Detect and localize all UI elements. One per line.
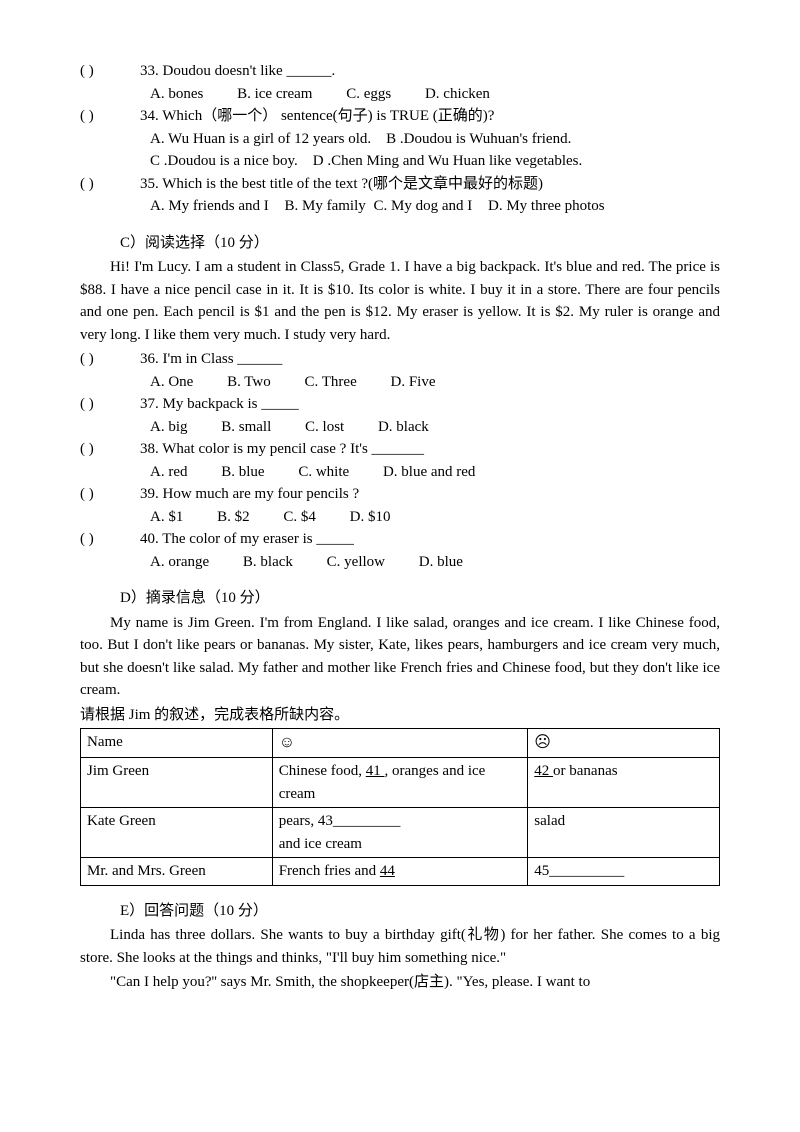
question-36: ( )36. I'm in Class ______	[80, 348, 720, 371]
q34-opt-c[interactable]: C .Doudou is a nice boy.	[150, 153, 298, 169]
q36-opt-b[interactable]: B. Two	[227, 374, 271, 390]
section-c-title: C）阅读选择（10 分）	[80, 232, 720, 255]
q34-options-line1: A. Wu Huan is a girl of 12 years old. B …	[80, 128, 720, 151]
answer-blank-38[interactable]: ( )	[80, 438, 140, 461]
q33-opt-d[interactable]: D. chicken	[425, 86, 490, 102]
q40-opt-a[interactable]: A. orange	[150, 554, 209, 570]
question-40: ( )40. The color of my eraser is _____	[80, 528, 720, 551]
section-d-instruction: 请根据 Jim 的叙述，完成表格所缺内容。	[80, 704, 720, 727]
q35-opt-b[interactable]: B. My family	[284, 198, 365, 214]
q35-options: A. My friends and I B. My family C. My d…	[80, 195, 720, 218]
q38-opt-c[interactable]: C. white	[298, 464, 349, 480]
cell-parents-like: French fries and 44	[272, 858, 528, 886]
q33-opt-c[interactable]: C. eggs	[346, 86, 391, 102]
cell-jim-dislike: 42 or bananas	[528, 758, 720, 808]
question-35: ( )35. Which is the best title of the te…	[80, 173, 720, 196]
q37-options: A. big B. small C. lost D. black	[80, 416, 720, 439]
q40-opt-d[interactable]: D. blue	[419, 554, 463, 570]
question-38: ( )38. What color is my pencil case ? It…	[80, 438, 720, 461]
q39-opt-a[interactable]: A. $1	[150, 509, 183, 525]
q33-options: A. bones B. ice cream C. eggs D. chicken	[80, 83, 720, 106]
answer-blank-33[interactable]: ( )	[80, 60, 140, 83]
answer-blank-35[interactable]: ( )	[80, 173, 140, 196]
cell-kate-like: pears, 43_________ and ice cream	[272, 808, 528, 858]
section-e-p1: Linda has three dollars. She wants to bu…	[80, 924, 720, 969]
q34-opt-a[interactable]: A. Wu Huan is a girl of 12 years old.	[150, 131, 371, 147]
q34-text: 34. Which（哪一个） sentence(句子) is TRUE (正确的…	[140, 108, 494, 124]
q35-text: 35. Which is the best title of the text …	[140, 176, 543, 192]
cell-jim-name: Jim Green	[81, 758, 273, 808]
blank-43[interactable]: _________	[333, 813, 401, 829]
section-d-title: D）摘录信息（10 分）	[80, 587, 720, 610]
q38-opt-b[interactable]: B. blue	[221, 464, 264, 480]
q37-opt-b[interactable]: B. small	[221, 419, 271, 435]
question-34: ( )34. Which（哪一个） sentence(句子) is TRUE (…	[80, 105, 720, 128]
q34-opt-b[interactable]: B .Doudou is Wuhuan's friend.	[386, 131, 571, 147]
answer-blank-39[interactable]: ( )	[80, 483, 140, 506]
q33-opt-a[interactable]: A. bones	[150, 86, 203, 102]
q37-text: 37. My backpack is _____	[140, 396, 299, 412]
answer-blank-40[interactable]: ( )	[80, 528, 140, 551]
section-d-passage: My name is Jim Green. I'm from England. …	[80, 612, 720, 702]
q39-text: 39. How much are my four pencils ?	[140, 486, 359, 502]
q38-opt-d[interactable]: D. blue and red	[383, 464, 475, 480]
q39-options: A. $1 B. $2 C. $4 D. $10	[80, 506, 720, 529]
q33-opt-b[interactable]: B. ice cream	[237, 86, 312, 102]
th-dislike-icon: ☹	[528, 729, 720, 758]
q37-opt-d[interactable]: D. black	[378, 419, 429, 435]
section-e-p2: "Can I help you?'' says Mr. Smith, the s…	[80, 971, 720, 994]
q36-text: 36. I'm in Class ______	[140, 351, 282, 367]
table-row-parents: Mr. and Mrs. Green French fries and 44 4…	[81, 858, 720, 886]
question-39: ( )39. How much are my four pencils ?	[80, 483, 720, 506]
th-name: Name	[81, 729, 273, 758]
q39-opt-d[interactable]: D. $10	[350, 509, 391, 525]
q38-text: 38. What color is my pencil case ? It's …	[140, 441, 424, 457]
q39-opt-b[interactable]: B. $2	[217, 509, 250, 525]
cell-parents-name: Mr. and Mrs. Green	[81, 858, 273, 886]
q37-opt-c[interactable]: C. lost	[305, 419, 344, 435]
q38-options: A. red B. blue C. white D. blue and red	[80, 461, 720, 484]
q40-options: A. orange B. black C. yellow D. blue	[80, 551, 720, 574]
blank-44[interactable]: 44	[380, 863, 395, 879]
question-37: ( )37. My backpack is _____	[80, 393, 720, 416]
table-row-kate: Kate Green pears, 43_________ and ice cr…	[81, 808, 720, 858]
q36-opt-a[interactable]: A. One	[150, 374, 193, 390]
q38-opt-a[interactable]: A. red	[150, 464, 188, 480]
answer-blank-37[interactable]: ( )	[80, 393, 140, 416]
q39-opt-c[interactable]: C. $4	[283, 509, 316, 525]
q37-opt-a[interactable]: A. big	[150, 419, 188, 435]
table-header-row: Name ☺ ☹	[81, 729, 720, 758]
info-table: Name ☺ ☹ Jim Green Chinese food, 41 , or…	[80, 728, 720, 886]
q34-opt-d[interactable]: D .Chen Ming and Wu Huan like vegetables…	[313, 153, 582, 169]
q36-opt-d[interactable]: D. Five	[390, 374, 435, 390]
q35-opt-a[interactable]: A. My friends and I	[150, 198, 269, 214]
q40-opt-c[interactable]: C. yellow	[327, 554, 385, 570]
cell-parents-dislike: 45__________	[528, 858, 720, 886]
section-c-passage: Hi! I'm Lucy. I am a student in Class5, …	[80, 256, 720, 346]
q35-opt-d[interactable]: D. My three photos	[488, 198, 605, 214]
table-row-jim: Jim Green Chinese food, 41 , oranges and…	[81, 758, 720, 808]
blank-42[interactable]: 42	[534, 763, 553, 779]
q33-text: 33. Doudou doesn't like ______.	[140, 63, 335, 79]
cell-kate-name: Kate Green	[81, 808, 273, 858]
q36-options: A. One B. Two C. Three D. Five	[80, 371, 720, 394]
answer-blank-34[interactable]: ( )	[80, 105, 140, 128]
q40-text: 40. The color of my eraser is _____	[140, 531, 354, 547]
cell-jim-like: Chinese food, 41 , oranges and ice cream	[272, 758, 528, 808]
answer-blank-36[interactable]: ( )	[80, 348, 140, 371]
cell-kate-dislike: salad	[528, 808, 720, 858]
q35-opt-c[interactable]: C. My dog and I	[373, 198, 472, 214]
q36-opt-c[interactable]: C. Three	[305, 374, 357, 390]
blank-45[interactable]: 45	[534, 863, 549, 879]
q34-options-line2: C .Doudou is a nice boy. D .Chen Ming an…	[80, 150, 720, 173]
section-e-title: E）回答问题（10 分）	[80, 900, 720, 923]
blank-41[interactable]: 41	[366, 763, 385, 779]
question-33: ( )33. Doudou doesn't like ______.	[80, 60, 720, 83]
th-like-icon: ☺	[272, 729, 528, 758]
q40-opt-b[interactable]: B. black	[243, 554, 293, 570]
